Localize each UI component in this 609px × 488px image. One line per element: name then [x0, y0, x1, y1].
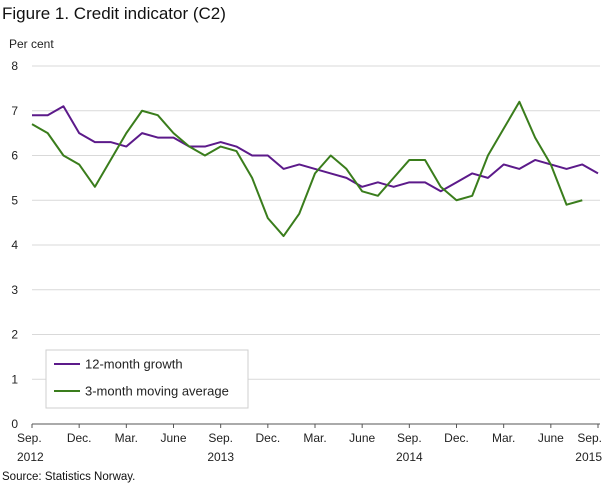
x-tick-label: Dec.	[444, 431, 469, 445]
x-tick-label: Sep.	[208, 431, 233, 445]
x-tick-label: Sep.	[17, 431, 42, 445]
legend-label: 12-month growth	[85, 357, 183, 372]
x-tick-year-label: 2013	[207, 450, 234, 464]
x-tick-year-label: 2015	[575, 450, 602, 464]
legend-box	[45, 349, 249, 409]
x-tick-label: Dec.	[67, 431, 92, 445]
x-tick-label: June	[160, 431, 186, 445]
x-tick-label: Mar.	[115, 431, 138, 445]
series-line-2	[31, 100, 583, 238]
y-tick-label: 3	[11, 283, 18, 297]
x-tick-label: Sep.	[397, 431, 422, 445]
x-tick-label: Dec.	[255, 431, 280, 445]
series-lines	[31, 100, 599, 238]
source-note: Source: Statistics Norway.	[2, 471, 136, 483]
y-tick-label: 1	[11, 372, 18, 386]
legend-label: 3-month moving average	[85, 384, 229, 399]
gridlines	[32, 65, 600, 425]
y-tick-label: 4	[11, 238, 18, 252]
x-tick-year-label: 2014	[396, 450, 423, 464]
x-tick-year-label: 2012	[17, 450, 44, 464]
y-tick-labels: 0 1 2 3 4 5 6 7 8	[11, 59, 18, 431]
y-tick-label: 7	[11, 104, 18, 118]
chart-title: Figure 1. Credit indicator (C2)	[2, 4, 226, 23]
y-tick-label: 5	[11, 193, 18, 207]
x-tick-labels: Sep. 2012 Dec. Mar. June Sep. 2013 Dec. Mar. June…	[17, 424, 602, 464]
x-tick-label: June	[538, 431, 564, 445]
y-tick-label: 2	[11, 328, 18, 342]
legend: 12-month growth 3-month moving average	[45, 349, 249, 409]
y-tick-label: 6	[11, 149, 18, 163]
x-tick-label: Sep.	[577, 431, 602, 445]
y-tick-label: 0	[11, 417, 18, 431]
x-tick-label: June	[349, 431, 375, 445]
series-line-1	[32, 105, 599, 193]
x-tick-label: Mar.	[303, 431, 326, 445]
y-axis-label: Per cent	[9, 37, 54, 51]
x-tick-label: Mar.	[492, 431, 515, 445]
y-tick-label: 8	[11, 59, 18, 73]
